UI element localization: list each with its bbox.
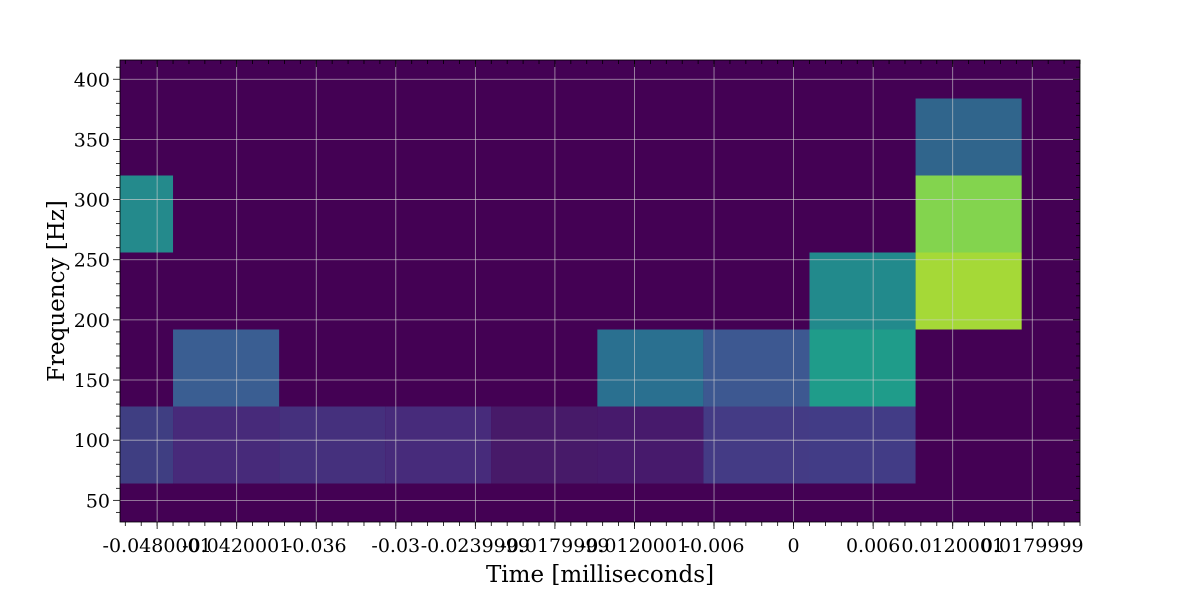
plot-area — [119, 59, 1081, 523]
x-axis-label: Time [milliseconds] — [486, 562, 714, 588]
heatmap-tile — [597, 406, 704, 484]
heatmap-tile — [597, 329, 704, 407]
heatmap-tile — [915, 98, 1022, 176]
y-tick-label: 300 — [74, 190, 110, 212]
heatmap-tile — [915, 175, 1022, 253]
axes-frame — [119, 59, 1081, 523]
y-tick-label: 100 — [74, 430, 110, 452]
x-tick-label: -0.0480001 — [103, 535, 212, 557]
x-tick-label: -0.036 — [286, 535, 347, 557]
grid-lines — [120, 60, 1080, 522]
y-tick-label: 150 — [74, 370, 110, 392]
y-tick-label: 200 — [74, 310, 110, 332]
heatmap-tile — [491, 406, 598, 484]
x-tick-label: -0.0179999 — [500, 535, 609, 557]
heatmap-tile — [703, 406, 810, 484]
heatmap-tile — [703, 329, 810, 407]
heatmap-tile — [173, 329, 280, 407]
y-axis-label: Frequency [Hz] — [44, 200, 70, 382]
heatmap-tile — [809, 406, 916, 484]
heatmap-tile — [809, 329, 916, 407]
y-tick-label: 50 — [86, 490, 110, 512]
x-tick-label: -0.03 — [371, 535, 420, 557]
y-tick-label: 250 — [74, 250, 110, 272]
heatmap-tile — [120, 175, 174, 253]
x-tick-label: -0.0120001 — [580, 535, 689, 557]
y-axis: 50 100 150 200 250 300 350 400 — [74, 66, 1080, 513]
heatmap-tile — [279, 406, 386, 484]
x-tick-label: 0.0120001 — [901, 535, 1004, 557]
heatmap-tiles — [120, 98, 1022, 484]
x-tick-label: 0.0179999 — [981, 535, 1084, 557]
heatmap-tile — [915, 252, 1022, 330]
x-tick-label: 0.006 — [846, 535, 900, 557]
x-tick-label: -0.0420001 — [182, 535, 291, 557]
x-tick-label: -0.006 — [684, 535, 745, 557]
y-tick-label: 350 — [74, 129, 110, 151]
y-tick-label: 400 — [74, 69, 110, 91]
x-tick-label: 0 — [788, 535, 800, 557]
x-axis: -0.0480001-0.0420001-0.036 -0.03 -0.023999… — [103, 60, 1084, 557]
heatmap-tile — [120, 406, 174, 484]
heatmap-tile — [809, 252, 916, 330]
heatmap-tile — [173, 406, 280, 484]
heatmap-tile — [385, 406, 492, 484]
x-tick-label: -0.0239999 — [421, 535, 530, 557]
